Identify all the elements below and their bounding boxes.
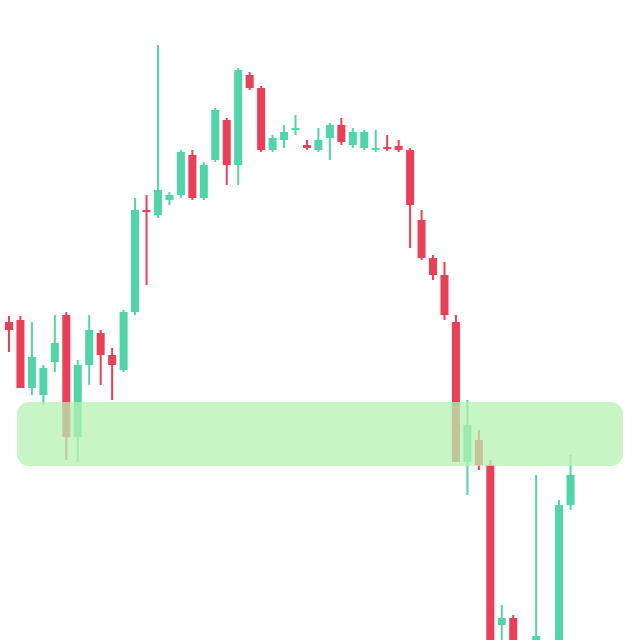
candle-body: [348, 132, 357, 145]
candle-body: [268, 138, 277, 150]
candle-body: [314, 140, 323, 150]
candle-body: [188, 155, 197, 198]
candle-body: [371, 148, 380, 150]
candle-body: [417, 220, 426, 258]
candle-body: [486, 465, 495, 640]
candle-body: [211, 110, 220, 160]
candle-body: [27, 357, 36, 388]
candle-body: [16, 320, 25, 388]
candle-body: [108, 355, 117, 365]
candle-body: [73, 365, 82, 437]
candle-body: [325, 125, 334, 138]
candle-body: [5, 322, 13, 330]
candle-body: [360, 132, 369, 148]
candle-body: [509, 618, 518, 640]
candle-body: [39, 368, 48, 395]
candle-body: [291, 128, 300, 130]
candle-body: [62, 315, 71, 437]
candle-body: [222, 120, 231, 165]
candle-body: [257, 88, 266, 150]
candle-body: [131, 210, 140, 312]
candle-body: [50, 343, 59, 362]
support-zone: [17, 402, 623, 466]
candle-body: [96, 333, 105, 355]
candle-body: [142, 210, 151, 212]
candle-body: [337, 125, 346, 142]
candle-body: [451, 322, 460, 462]
candle-body: [153, 190, 162, 215]
candle-body: [302, 145, 311, 148]
candle-body: [429, 258, 438, 275]
candle-body: [394, 146, 403, 150]
candle-body: [497, 618, 506, 625]
candle-body: [440, 275, 449, 315]
candle-body: [555, 505, 564, 640]
candle-body: [199, 165, 208, 198]
candle-body: [383, 147, 392, 149]
candle-body: [176, 152, 185, 195]
candle-body: [165, 195, 174, 200]
candle-body: [234, 70, 243, 165]
candle-body: [280, 132, 289, 140]
candle-body: [532, 636, 541, 640]
candle-body: [119, 312, 128, 370]
candle-body: [85, 330, 94, 365]
candle-body: [406, 150, 415, 205]
candle-body: [566, 475, 575, 505]
candle-body: [245, 75, 254, 88]
